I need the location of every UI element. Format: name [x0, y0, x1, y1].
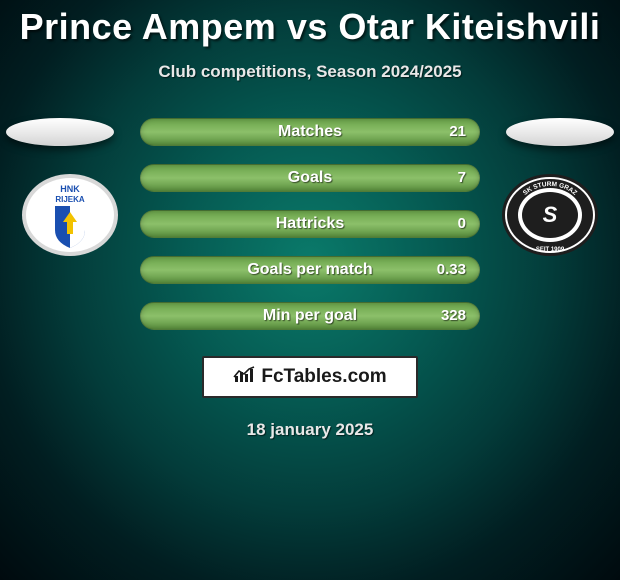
- svg-text:SEIT 1909: SEIT 1909: [536, 247, 565, 253]
- stat-label: Goals: [140, 164, 480, 192]
- stat-label: Min per goal: [140, 302, 480, 330]
- stat-row: Min per goal 328: [140, 302, 480, 330]
- svg-text:HNK: HNK: [60, 184, 80, 194]
- svg-text:RIJEKA: RIJEKA: [55, 195, 85, 204]
- svg-text:S: S: [543, 202, 558, 227]
- stat-label: Matches: [140, 118, 480, 146]
- stat-row: Goals per match 0.33: [140, 256, 480, 284]
- stat-value: 0: [458, 210, 466, 238]
- date-text: 18 january 2025: [0, 420, 620, 440]
- comparison-panel: HNK RIJEKA S SK STURM GRAZ SEIT 1909: [0, 118, 620, 330]
- brand-text: FcTables.com: [261, 366, 386, 388]
- stat-row: Hattricks 0: [140, 210, 480, 238]
- stat-value: 0.33: [437, 256, 466, 284]
- stat-value: 7: [458, 164, 466, 192]
- stat-row: Goals 7: [140, 164, 480, 192]
- stat-value: 21: [449, 118, 466, 146]
- club-badge-left: HNK RIJEKA: [20, 172, 120, 258]
- chart-icon: [233, 366, 255, 389]
- stat-row: Matches 21: [140, 118, 480, 146]
- stat-label: Hattricks: [140, 210, 480, 238]
- player-photo-right: [506, 118, 614, 146]
- page-title: Prince Ampem vs Otar Kiteishvili: [0, 6, 620, 48]
- player-photo-left: [6, 118, 114, 146]
- brand-badge: FcTables.com: [202, 356, 418, 398]
- club-badge-right: S SK STURM GRAZ SEIT 1909: [500, 172, 600, 258]
- stat-label: Goals per match: [140, 256, 480, 284]
- subtitle: Club competitions, Season 2024/2025: [0, 62, 620, 82]
- stat-bars: Matches 21 Goals 7 Hattricks 0 Goals per…: [140, 118, 480, 330]
- stat-value: 328: [441, 302, 466, 330]
